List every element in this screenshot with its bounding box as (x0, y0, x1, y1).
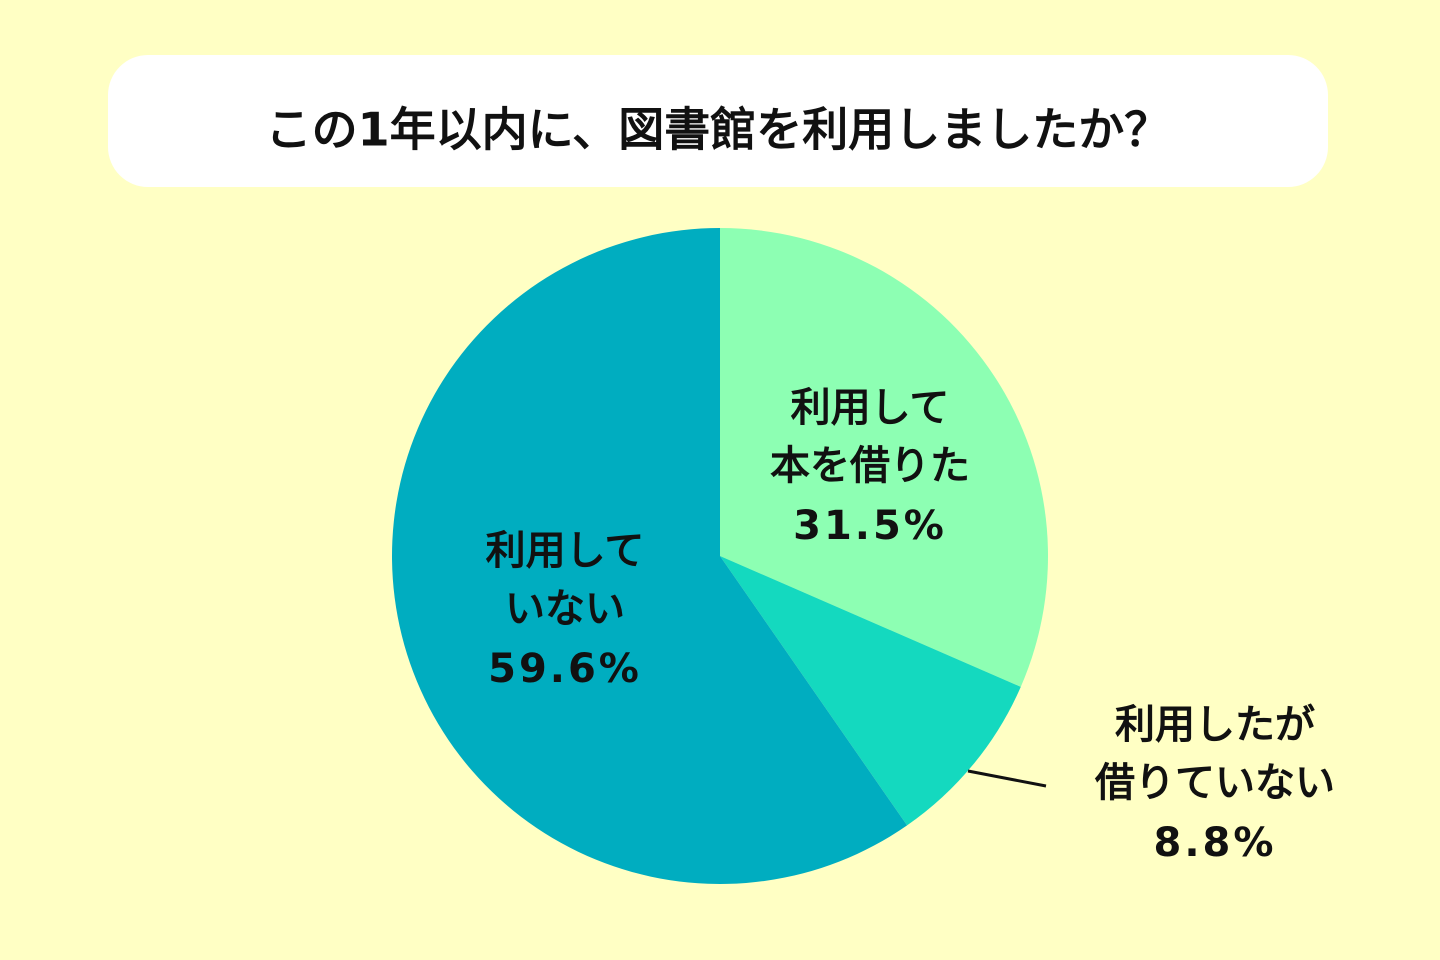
pie-slice (720, 556, 1021, 826)
chart-title: この1年以内に、図書館を利用しましたか？ (266, 103, 1171, 157)
value-label: 8.8% (1154, 820, 1277, 866)
value-label: 59.6% (488, 646, 642, 692)
leader-line (967, 769, 1047, 788)
title-box (108, 55, 1328, 187)
pie-slice (391, 228, 908, 884)
pie-slice (720, 228, 1048, 687)
slice-label: 利用していない (486, 528, 645, 632)
value-label: 31.5% (793, 503, 947, 549)
slice-label: 利用したが借りていない (1094, 702, 1335, 806)
slice-label: 利用して本を借りた (770, 385, 970, 489)
